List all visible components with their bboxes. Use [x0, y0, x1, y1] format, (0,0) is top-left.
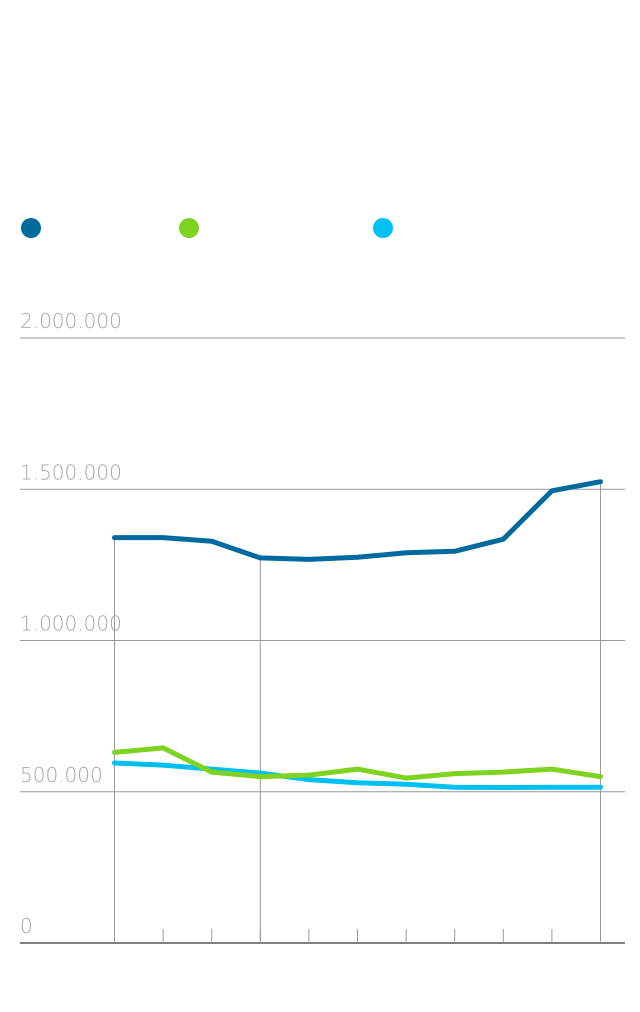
y-tick-label: 2.000.000	[20, 309, 122, 333]
y-tick-label: 1.500.000	[20, 460, 122, 484]
y-tick-label: 1.000.000	[20, 612, 122, 636]
legend-marker-series-2	[179, 218, 199, 238]
series-1-line	[112, 479, 603, 562]
legend-marker-series-3	[373, 218, 393, 238]
legend-marker-series-1	[21, 218, 41, 238]
series-3-line	[112, 760, 603, 790]
y-tick-label: 500.000	[20, 763, 103, 787]
y-tick-label: 0	[20, 914, 33, 938]
series-2-line	[112, 745, 603, 781]
